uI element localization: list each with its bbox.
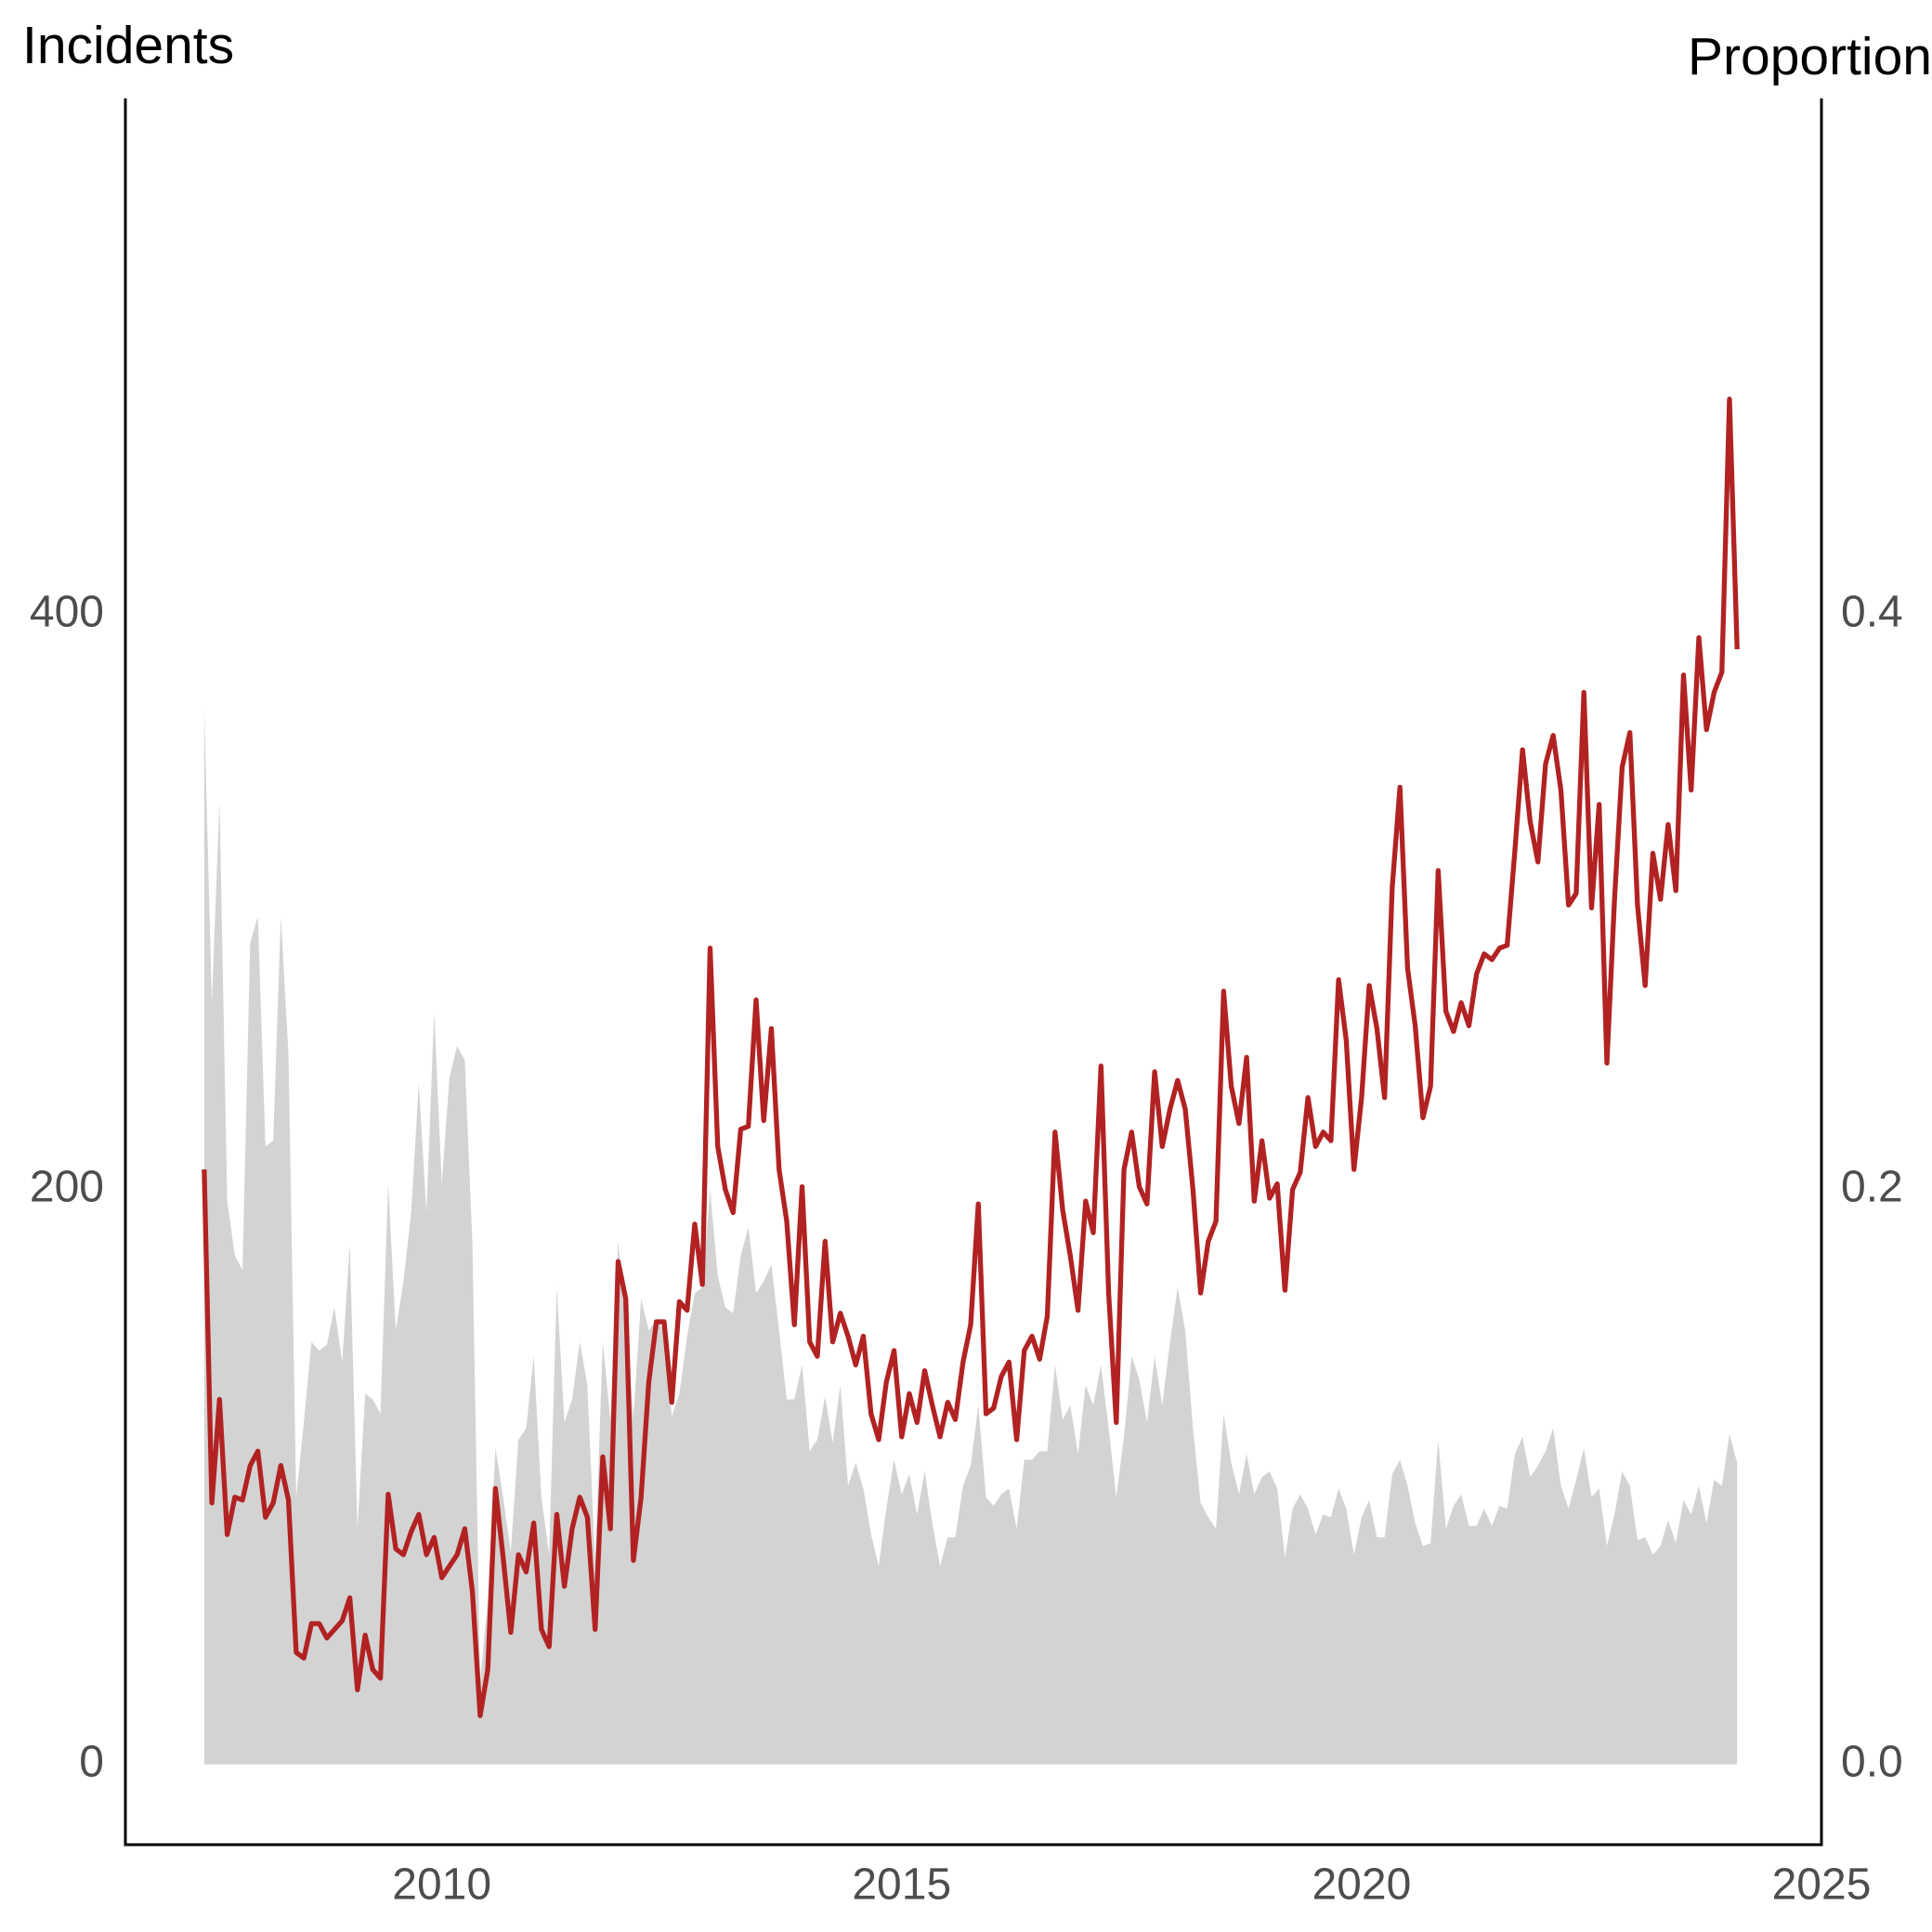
x-tick-label: 2020 — [1312, 1860, 1411, 1910]
y2-tick-label: 0.4 — [1841, 587, 1903, 636]
plot-area — [202, 397, 1740, 1765]
y-tick-label: 400 — [30, 587, 104, 636]
y-axis-title: Incidents — [22, 16, 234, 75]
y2-tick-label: 0.0 — [1841, 1737, 1903, 1786]
y-tick-label: 0 — [79, 1737, 104, 1786]
x-tick-label: 2010 — [392, 1860, 491, 1910]
area — [203, 709, 1738, 1765]
x-tick-label: 2025 — [1772, 1860, 1872, 1910]
y2-tick-label: 0.2 — [1841, 1162, 1903, 1211]
line — [202, 397, 1740, 1718]
y2-axis-title: Proportion — [1688, 27, 1932, 86]
x-tick-label: 2015 — [852, 1860, 951, 1910]
y-tick-label: 200 — [30, 1162, 104, 1211]
